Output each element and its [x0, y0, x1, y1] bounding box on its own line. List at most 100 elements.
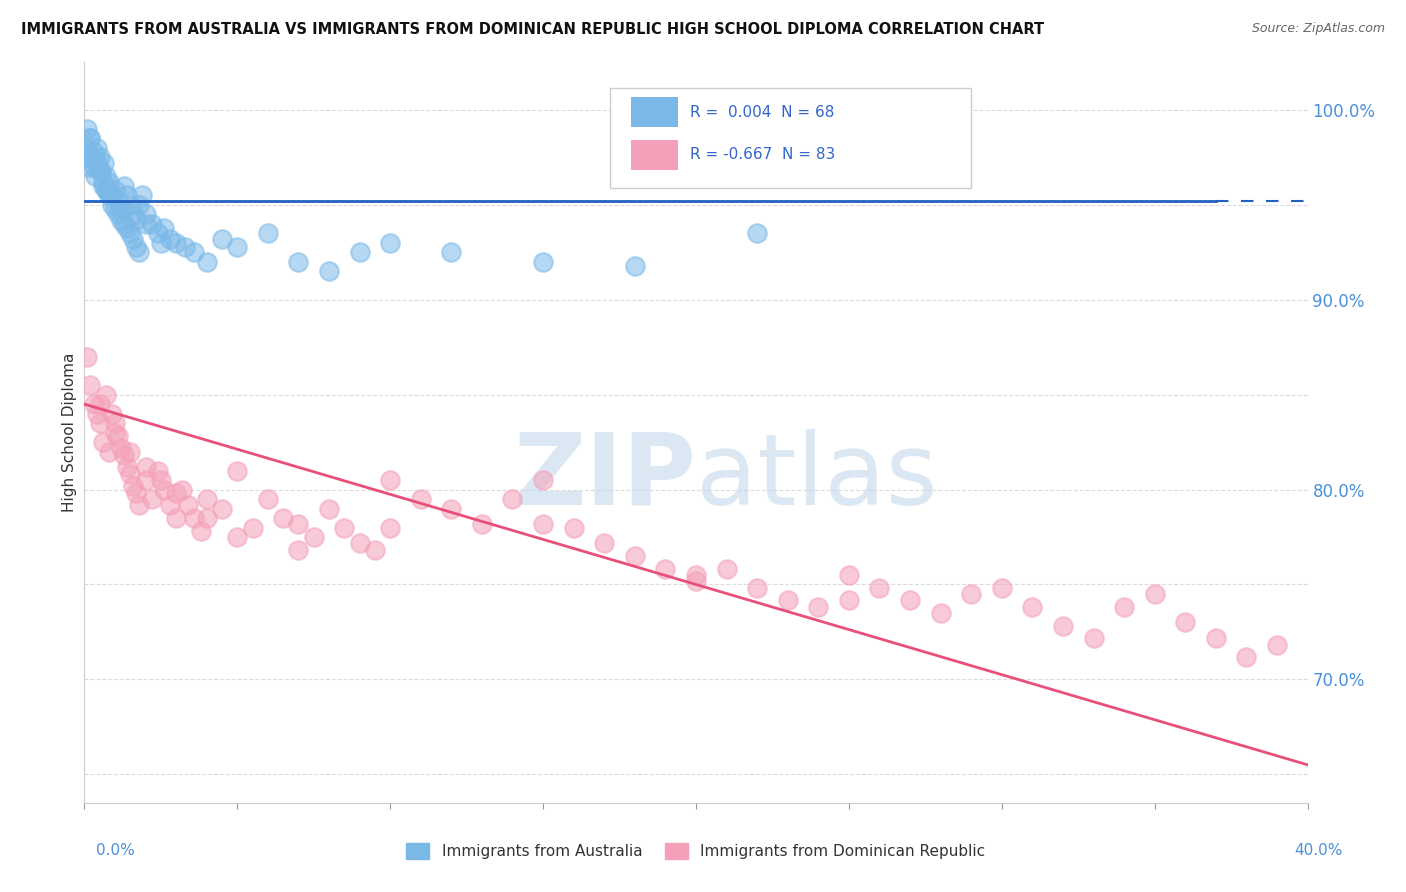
Point [141, 491, 163, 506]
Point [172, 483, 194, 497]
Point [349, 535, 371, 549]
Point [190, 524, 212, 539]
Point [685, 568, 707, 582]
Point [838, 592, 860, 607]
Point [112, 178, 135, 193]
Point [149, 235, 172, 250]
Point [110, 202, 132, 216]
Point [94, 183, 117, 197]
Point [104, 202, 127, 216]
Point [125, 213, 148, 227]
Point [302, 530, 325, 544]
Point [685, 574, 707, 588]
Point [96, 183, 118, 197]
Point [91, 435, 114, 450]
Point [159, 498, 181, 512]
Point [141, 217, 163, 231]
Point [112, 217, 135, 231]
Point [128, 245, 150, 260]
Point [97, 175, 120, 189]
Point [502, 491, 524, 506]
Point [531, 473, 554, 487]
Point [122, 207, 145, 221]
Point [110, 213, 132, 227]
Point [838, 568, 860, 582]
Point [159, 232, 181, 246]
Text: R =  0.004  N = 68: R = 0.004 N = 68 [690, 104, 834, 120]
Point [77, 160, 100, 174]
Point [991, 582, 1014, 596]
Point [79, 378, 101, 392]
Point [531, 254, 554, 268]
Point [318, 501, 340, 516]
Point [174, 239, 197, 253]
Point [654, 562, 676, 576]
Point [1205, 631, 1227, 645]
Point [149, 473, 172, 487]
Point [120, 444, 142, 458]
Point [128, 198, 150, 212]
Point [195, 491, 218, 506]
Text: atlas: atlas [696, 428, 938, 525]
Point [1021, 600, 1043, 615]
Point [104, 425, 127, 440]
Point [83, 160, 105, 174]
Point [380, 473, 402, 487]
Point [271, 511, 294, 525]
Point [125, 239, 148, 253]
Text: 0.0%: 0.0% [96, 843, 135, 858]
Point [87, 160, 110, 174]
Point [1114, 600, 1136, 615]
Point [287, 254, 309, 268]
Point [869, 582, 891, 596]
Point [89, 150, 111, 164]
Point [195, 254, 218, 268]
Point [75, 141, 97, 155]
Text: R = -0.667  N = 83: R = -0.667 N = 83 [690, 147, 835, 162]
Point [929, 606, 952, 620]
Point [122, 232, 145, 246]
Point [146, 464, 169, 478]
Point [153, 220, 176, 235]
Point [562, 520, 585, 534]
Point [257, 491, 280, 506]
Text: ZIP: ZIP [513, 428, 696, 525]
Point [226, 530, 249, 544]
Point [1174, 615, 1197, 630]
Point [1052, 619, 1074, 633]
Point [195, 511, 218, 525]
Point [153, 483, 176, 497]
Point [440, 501, 463, 516]
Point [94, 387, 117, 401]
Point [107, 429, 129, 443]
Point [101, 407, 124, 421]
Point [120, 227, 142, 241]
Point [807, 600, 830, 615]
Point [1143, 587, 1166, 601]
Point [380, 520, 402, 534]
Point [318, 264, 340, 278]
Point [183, 245, 205, 260]
Bar [631, 140, 678, 169]
Point [287, 516, 309, 531]
Point [91, 175, 114, 189]
Point [97, 188, 120, 202]
Point [135, 217, 157, 231]
Point [135, 207, 157, 221]
FancyBboxPatch shape [610, 88, 972, 188]
Point [86, 407, 108, 421]
Point [101, 188, 124, 202]
Point [91, 178, 114, 193]
Point [177, 498, 200, 512]
Point [115, 188, 138, 202]
Point [80, 150, 103, 164]
Point [79, 131, 101, 145]
Point [349, 245, 371, 260]
Point [76, 150, 98, 164]
Point [101, 198, 124, 212]
Point [440, 245, 463, 260]
Point [83, 145, 105, 159]
Point [115, 459, 138, 474]
Point [960, 587, 983, 601]
Point [94, 169, 117, 184]
